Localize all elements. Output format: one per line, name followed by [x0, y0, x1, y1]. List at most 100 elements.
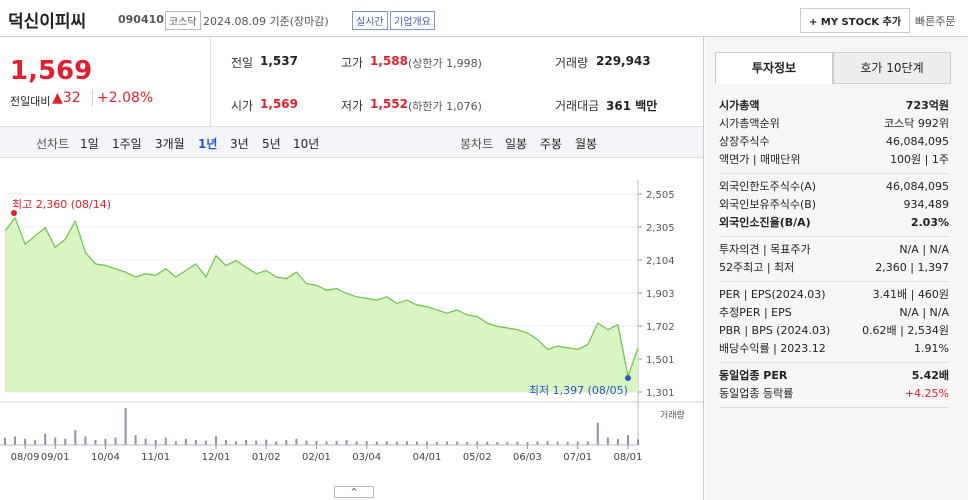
volume-bar	[215, 436, 217, 445]
info-list: 시가총액 723억원 시가총액순위 코스닥 992위 상장주식수 46,084,095 액면…	[719, 93, 949, 408]
info-row: 동일업종 등락률 +4.25%	[719, 385, 949, 403]
volume-bar	[34, 440, 37, 445]
stat-value: 1,588	[370, 54, 408, 68]
volume-bar	[345, 440, 348, 445]
info-value: 46,084,095	[886, 135, 949, 148]
info-label: 시가총액	[719, 99, 760, 112]
info-value: 46,084,095	[886, 180, 949, 193]
volume-bar	[586, 441, 589, 445]
tab-label[interactable]: 선차트	[36, 137, 70, 151]
change-value: 32	[62, 90, 81, 106]
info-value: 1.91%	[914, 342, 949, 355]
min-marker	[624, 375, 631, 381]
info-value: 723억원	[905, 99, 949, 112]
volume-bar	[24, 438, 27, 445]
volume-bar	[305, 440, 308, 445]
volume-bar	[536, 441, 539, 445]
y-tick-label: 2,505	[646, 190, 675, 201]
info-row: 시가총액순위 코스닥 992위	[719, 115, 949, 133]
quick-order[interactable]: 빠른주문	[915, 15, 956, 28]
candle-tab[interactable]: 월봉	[575, 137, 598, 151]
stat-label: 저가	[341, 99, 364, 113]
info-label: 배당수익률 | 2023.12	[719, 342, 826, 355]
stat-label: 거래량	[555, 56, 589, 70]
info-label: 동일업종 PER	[719, 369, 788, 382]
volume-bar	[295, 438, 298, 445]
info-value: 2.03%	[910, 216, 949, 229]
y-tick-label: 1,501	[646, 355, 675, 366]
info-tab[interactable]: 투자정보	[715, 52, 833, 84]
volume-bar	[245, 440, 248, 445]
info-value: N/A | N/A	[899, 306, 949, 319]
volume-bar	[124, 408, 127, 445]
realtime[interactable]: 실시간	[352, 11, 388, 30]
period-tab[interactable]: 1일	[80, 137, 99, 151]
min-label: 최저 1,397 (08/05)	[529, 384, 628, 397]
volume-bar	[14, 436, 17, 445]
info-group: 투자의견 | 목표주가 N/A | N/A 52주최고 | 최저 2,360 | 1,…	[719, 237, 949, 282]
volume-bar	[606, 437, 609, 445]
info-label: 동일업종 등락률	[719, 387, 794, 400]
info-label: 추정PER | EPS	[719, 306, 792, 319]
info-value: 100원 | 1주	[890, 153, 949, 166]
volume-bar	[184, 438, 187, 445]
collapse-button[interactable]: ^	[334, 486, 374, 498]
candle-tab[interactable]: 일봉	[505, 137, 528, 151]
volume-bar	[164, 437, 167, 445]
volume-bar	[385, 441, 388, 445]
info-row: 동일업종 PER 5.42배	[719, 367, 949, 385]
info-value: +4.25%	[904, 387, 949, 400]
unit: 백만	[635, 99, 658, 113]
period-tab[interactable]: 5년	[262, 137, 281, 151]
volume-bar	[446, 441, 449, 445]
volume-bar	[4, 437, 6, 445]
period-tab[interactable]: 10년	[293, 137, 320, 151]
company-info[interactable]: 기업개요	[390, 11, 435, 30]
info-row: 외국인한도주식수(A) 46,084,095	[719, 178, 949, 196]
info-row: 외국인소진율(B/A) 2.03%	[719, 214, 949, 232]
info-tab[interactable]: 호가 10단계	[833, 52, 951, 84]
volume-bar	[556, 441, 559, 445]
x-tick-label: 03/04	[352, 452, 381, 463]
period-tabs: 선차트 1일 1주일 3개월 1년 3년 5년 10년 봉차트 일봉 주봉 월봉	[0, 126, 703, 158]
info-label: 외국인보유주식수(B)	[719, 198, 817, 211]
amount: 361	[606, 99, 632, 113]
info-label: 상장주식수	[719, 135, 770, 148]
change-label: 전일대비	[10, 95, 51, 108]
info-value: 코스닥 992위	[884, 117, 949, 130]
info-row: 추정PER | EPS N/A | N/A	[719, 304, 949, 322]
x-tick-label: 11/01	[141, 452, 170, 463]
candle-tab[interactable]: 주봉	[540, 137, 563, 151]
info-label: 시가총액순위	[719, 117, 780, 130]
price-line	[4, 216, 639, 379]
tab-label[interactable]: 봉차트	[460, 137, 494, 151]
period-tab[interactable]: 1년	[198, 137, 218, 151]
info-row: 외국인보유주식수(B) 934,489	[719, 196, 949, 214]
volume-bar	[526, 442, 529, 445]
stat-sub: (상한가 1,998)	[408, 57, 482, 70]
period-tab[interactable]: 3개월	[155, 137, 185, 151]
divider	[703, 37, 704, 500]
info-value: 0.62배 | 2,534원	[862, 324, 949, 337]
legend: 거래량	[660, 409, 685, 421]
volume-bar	[516, 441, 519, 445]
volume-bar	[285, 440, 288, 445]
info-value: 5.42배	[911, 369, 949, 382]
volume-bar	[566, 442, 569, 445]
mystock-button[interactable]: + MY STOCK 추가	[800, 8, 911, 33]
info-label: PER | EPS(2024.03)	[719, 288, 826, 301]
period-tab[interactable]: 1주일	[112, 137, 142, 151]
date: 2024.08.09 기준(장마감)	[203, 15, 329, 28]
info-label: 외국인소진율(B/A)	[719, 216, 811, 229]
volume-bar	[637, 439, 639, 445]
volume-bar	[84, 436, 87, 445]
volume-bar	[134, 435, 137, 445]
period-tab[interactable]: 3년	[230, 137, 249, 151]
y-tick-label: 2,104	[646, 256, 675, 267]
price-area	[5, 217, 638, 392]
volume-bar	[576, 441, 579, 445]
stat-value: 1,537	[260, 54, 298, 68]
volume-bar	[265, 439, 268, 445]
